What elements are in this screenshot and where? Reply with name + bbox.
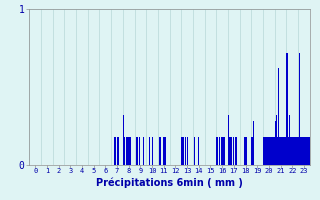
Bar <box>272 137 274 165</box>
Bar <box>198 137 199 165</box>
Bar <box>216 137 218 165</box>
Bar <box>164 137 165 165</box>
Bar <box>304 137 305 165</box>
Bar <box>228 115 229 165</box>
Bar <box>230 137 232 165</box>
Bar <box>163 137 164 165</box>
Bar <box>285 137 286 165</box>
Bar <box>308 137 309 165</box>
Bar <box>263 137 264 165</box>
Bar <box>128 137 129 165</box>
Bar <box>286 53 288 165</box>
Bar <box>305 137 306 165</box>
Bar <box>244 137 245 165</box>
Bar <box>299 53 300 165</box>
Bar <box>235 137 236 165</box>
Bar <box>284 137 285 165</box>
Bar <box>309 137 310 165</box>
Bar <box>295 137 296 165</box>
Bar <box>136 137 137 165</box>
Bar <box>236 137 237 165</box>
Bar <box>118 137 119 165</box>
Bar <box>187 137 188 165</box>
Bar <box>302 137 303 165</box>
Bar <box>148 137 150 165</box>
Bar <box>159 137 160 165</box>
Bar <box>181 137 182 165</box>
Bar <box>221 137 222 165</box>
Bar <box>265 137 267 165</box>
Bar <box>271 137 272 165</box>
Bar <box>292 137 293 165</box>
Bar <box>282 137 283 165</box>
Bar <box>123 115 124 165</box>
Bar <box>124 137 125 165</box>
Bar <box>290 137 291 165</box>
Bar <box>297 137 298 165</box>
Bar <box>245 137 247 165</box>
Bar <box>223 137 225 165</box>
Bar <box>303 137 304 165</box>
Bar <box>252 121 254 165</box>
Bar <box>115 137 116 165</box>
Bar <box>160 137 161 165</box>
Bar <box>274 137 275 165</box>
Bar <box>291 137 292 165</box>
Bar <box>279 137 281 165</box>
Bar <box>267 137 268 165</box>
Bar <box>306 137 308 165</box>
Bar <box>283 137 284 165</box>
Bar <box>152 137 153 165</box>
Bar <box>114 137 115 165</box>
Bar <box>165 137 166 165</box>
Bar <box>278 68 279 165</box>
Bar <box>222 137 223 165</box>
Bar <box>277 137 278 165</box>
Bar <box>143 137 144 165</box>
Bar <box>182 137 184 165</box>
Bar <box>264 137 265 165</box>
Bar <box>130 137 131 165</box>
Bar <box>129 137 130 165</box>
Bar <box>117 137 118 165</box>
Bar <box>293 137 295 165</box>
Bar <box>288 137 289 165</box>
Bar <box>185 137 186 165</box>
Bar <box>298 137 299 165</box>
Bar <box>219 137 220 165</box>
Bar <box>194 137 195 165</box>
Bar <box>229 137 230 165</box>
Bar <box>275 121 276 165</box>
Bar <box>268 137 269 165</box>
Bar <box>281 137 282 165</box>
Bar <box>296 137 297 165</box>
Bar <box>233 137 234 165</box>
Bar <box>137 137 138 165</box>
Bar <box>269 137 270 165</box>
Bar <box>270 137 271 165</box>
Bar <box>126 137 128 165</box>
Bar <box>289 115 290 165</box>
Bar <box>276 115 277 165</box>
Bar <box>139 137 140 165</box>
X-axis label: Précipitations 6min ( mm ): Précipitations 6min ( mm ) <box>96 177 243 188</box>
Bar <box>300 137 302 165</box>
